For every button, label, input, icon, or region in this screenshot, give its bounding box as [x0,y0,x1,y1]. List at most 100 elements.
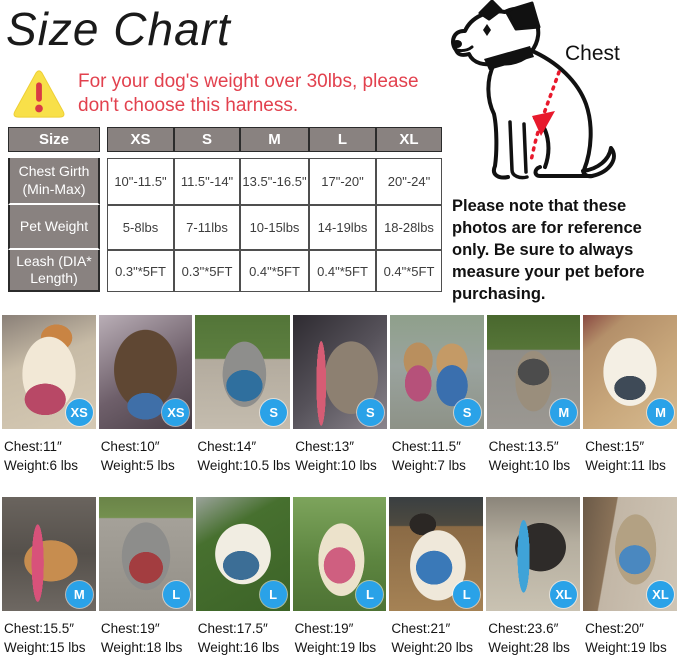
chest-label: Chest [565,42,620,65]
chest-value: Chest:21″ [391,621,451,636]
weight-value: Weight:5 lbs [100,458,175,473]
table-cell: 5-8lbs [107,205,174,250]
chest-value: Chest:10″ [100,439,160,454]
weight-value: Weight:16 lbs [197,640,280,655]
weight-value: Weight:6 lbs [4,458,79,473]
chest-value: Chest:17.5″ [197,621,268,636]
pet-photo: M [2,497,96,611]
chest-value: Chest:14″ [197,439,257,454]
dog-outline-illustration [451,0,616,180]
row-label-pet-weight: Pet Weight [8,205,100,250]
pet-photo-card: XL Chest:23.6″ Weight:28 lbs [486,497,581,657]
weight-value: Weight:15 lbs [4,640,86,655]
table-gap [100,127,107,152]
weight-value: Weight:7 lbs [391,458,466,473]
weight-value: Weight:10.5 lbs [197,458,291,473]
table-cell: 20"-24" [376,158,442,205]
row-label-leash: Leash (DIA* Length) [8,250,100,292]
pet-photo: L [292,497,387,611]
size-badge: XL [550,581,578,608]
pet-photo: XS [98,315,193,429]
row-label-chest-girth: Chest Girth (Min-Max) [8,158,100,205]
size-badge: L [453,581,481,608]
pet-photo-card: L Chest:17.5″ Weight:16 lbs [195,497,290,657]
table-cell: 18-28lbs [376,205,442,250]
warning-text: For your dog's weight over 30lbs, please… [78,71,419,117]
pet-photo-card: L Chest:19″ Weight:18 lbs [98,497,193,657]
size-badge: L [356,581,384,608]
chest-value: Chest:20″ [585,621,644,636]
weight-value: Weight:10 lbs [295,458,377,473]
pet-photo-card: S Chest:13″ Weight:10 lbs [293,315,387,475]
chest-value: Chest:13″ [295,439,355,454]
table-cell: 0.4"*5FT [240,250,309,292]
pet-photo-card: L Chest:19″ Weight:19 lbs [292,497,387,657]
table-header-l: L [309,127,376,152]
table-cell: 14-19lbs [309,205,376,250]
pet-photo-card: S Chest:11.5″ Weight:7 lbs [389,315,484,475]
table-cell: 0.3"*5FT [107,250,174,292]
reference-note: Please note that these photos are for re… [452,197,645,303]
weight-value: Weight:11 lbs [585,458,666,473]
pet-photo: M [486,315,581,429]
table-gap [100,158,107,205]
table-header-m: M [240,127,309,152]
pet-photo: S [389,315,484,429]
table-cell: 13.5"-16.5" [240,158,309,205]
table-header-s: S [174,127,240,152]
table-cell: 17"-20" [309,158,376,205]
table-gap [100,205,107,250]
weight-value: Weight:19 lbs [585,640,667,655]
table-cell: 10-15lbs [240,205,309,250]
pet-photo: S [195,315,291,429]
warning-triangle-icon [13,70,65,118]
table-cell: 7-11lbs [174,205,240,250]
page-title: Size Chart [6,3,231,55]
size-badge: XS [162,399,190,426]
size-badge: S [356,399,384,426]
photo-grid-row-1: XS Chest:11″ Weight:6 lbs XS Chest:10″ W… [0,315,679,475]
size-badge: M [65,581,93,608]
table-header-xl: XL [376,127,442,152]
table-gap [8,152,442,158]
size-badge: L [162,581,190,608]
warning-banner: For your dog's weight over 30lbs, please… [12,66,432,120]
pet-photo: XL [486,497,581,611]
chest-value: Chest:23.6″ [488,621,559,636]
pet-photo: XL [583,497,677,611]
size-badge: L [259,581,287,608]
chest-value: Chest:11.5″ [391,439,461,454]
pet-photo: L [195,497,290,611]
weight-value: Weight:28 lbs [488,640,570,655]
chest-measure-arrow-line [529,70,561,163]
pet-photo: M [583,315,677,429]
pet-photo-card: M Chest:15.5″ Weight:15 lbs [2,497,96,657]
chest-value: Chest:11″ [4,439,62,454]
weight-value: Weight:10 lbs [488,458,571,473]
pet-photo-card: L Chest:21″ Weight:20 lbs [389,497,484,657]
table-header-xs: XS [107,127,174,152]
pet-photo-card: M Chest:13.5″ Weight:10 lbs [486,315,581,475]
size-badge: S [453,399,481,426]
size-badge: XS [65,399,93,426]
photo-grid-row-2: M Chest:15.5″ Weight:15 lbs L Chest:19″ … [0,497,679,657]
table-cell: 0.3"*5FT [174,250,240,292]
chest-value: Chest:15.5″ [4,621,75,636]
chest-measure-arrowhead [532,111,555,136]
chest-measure-diagram: Chest [442,0,679,196]
chest-value: Chest:19″ [294,621,354,636]
table-cell: 10"-11.5" [107,158,174,205]
table-gap [100,250,107,292]
size-badge: S [260,399,288,426]
chest-value: Chest:15″ [585,439,645,454]
weight-value: Weight:20 lbs [391,640,473,655]
table-header-size: Size [8,127,100,152]
weight-value: Weight:19 lbs [294,640,377,655]
size-table: Size XS S M L XL Chest Girth (Min-Max) 1… [8,127,442,292]
pet-photo-card: XL Chest:20″ Weight:19 lbs [583,497,677,657]
pet-photo: L [389,497,484,611]
weight-value: Weight:18 lbs [100,640,183,655]
table-cell: 11.5"-14" [174,158,240,205]
pet-photo-card: M Chest:15″ Weight:11 lbs [583,315,677,475]
